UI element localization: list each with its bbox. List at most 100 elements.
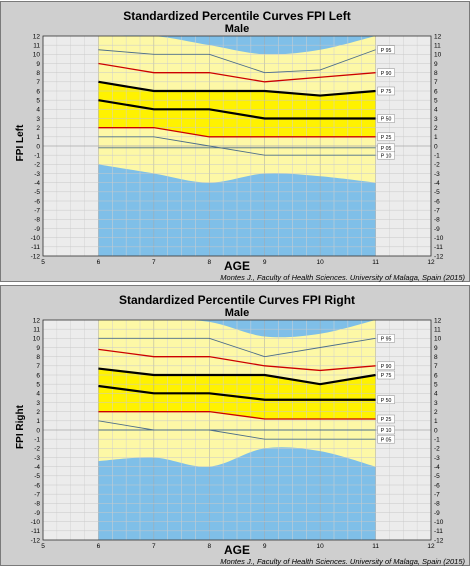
y-tick-label-left: 10 xyxy=(33,52,41,59)
y-tick-label-right: -9 xyxy=(434,226,440,233)
y-tick-label-right: 8 xyxy=(434,70,438,77)
series-label-p-90: P 90 xyxy=(381,71,392,77)
x-tick-label: 9 xyxy=(263,543,267,550)
y-tick-label-right: -11 xyxy=(434,528,443,535)
series-label-p-10: P 10 xyxy=(381,428,392,434)
x-tick-label: 12 xyxy=(427,543,435,550)
series-label-p-50: P 50 xyxy=(381,117,392,123)
y-tick-label-left: -8 xyxy=(34,217,40,224)
series-line-p-75 xyxy=(98,80,376,97)
y-tick-label-right: -1 xyxy=(434,152,440,159)
y-tick-label-right: -10 xyxy=(434,519,444,526)
y-tick-label-right: 0 xyxy=(434,427,438,434)
y-tick-label-left: -7 xyxy=(34,491,40,498)
x-tick-label: 5 xyxy=(41,259,45,266)
series-label-box-p-95 xyxy=(377,334,395,343)
y-tick-label-right: 10 xyxy=(434,52,442,59)
series-label-p-90: P 90 xyxy=(381,364,392,370)
y-tick-label-left: -4 xyxy=(34,464,40,471)
series-label-box-p-90 xyxy=(377,361,395,371)
y-tick-label-left: 11 xyxy=(33,326,40,333)
series-label-p-05: P 05 xyxy=(381,146,392,152)
y-tick-label-right: -12 xyxy=(434,537,444,544)
y-tick-label-left: 2 xyxy=(36,125,40,132)
x-tick-label: 8 xyxy=(207,259,211,266)
y-tick-label-right: -8 xyxy=(434,501,440,508)
y-tick-label-left: -4 xyxy=(34,180,40,187)
series-line-p-75 xyxy=(98,367,376,386)
series-line-p-90 xyxy=(98,348,376,372)
x-tick-label: 12 xyxy=(427,259,435,266)
y-tick-label-left: 0 xyxy=(36,143,40,150)
y-tick-label-right: -6 xyxy=(434,482,440,489)
y-tick-label-left: 6 xyxy=(36,372,40,379)
y-tick-label-right: 4 xyxy=(434,391,438,398)
y-tick-label-right: 12 xyxy=(434,33,442,40)
y-tick-label-right: -6 xyxy=(434,198,440,205)
y-tick-label-right: 4 xyxy=(434,107,438,114)
y-tick-label-left: 6 xyxy=(36,88,40,95)
y-tick-label-left: -3 xyxy=(34,455,40,462)
y-tick-label-left: 8 xyxy=(36,354,40,361)
y-tick-label-left: -12 xyxy=(31,537,41,544)
y-tick-label-left: 0 xyxy=(36,427,40,434)
y-tick-label-right: 6 xyxy=(434,88,438,95)
y-tick-label-right: 5 xyxy=(434,97,438,104)
chart-title: Standardized Percentile Curves FPI Right xyxy=(119,293,355,307)
x-axis-label: AGE xyxy=(224,259,250,273)
series-label-box-p-95 xyxy=(377,45,395,54)
y-tick-label-left: -11 xyxy=(31,244,40,251)
y-tick-label-right: -3 xyxy=(434,455,440,462)
series-label-p-95: P 95 xyxy=(381,337,392,343)
y-tick-label-right: 8 xyxy=(434,354,438,361)
x-tick-label: 6 xyxy=(97,543,101,550)
series-label-p-05: P 05 xyxy=(381,437,392,443)
series-label-box-p-75 xyxy=(377,86,395,96)
series-line-p-95 xyxy=(98,49,376,74)
y-tick-label-right: 1 xyxy=(434,134,438,141)
y-tick-label-left: -9 xyxy=(34,510,40,517)
x-tick-label: 10 xyxy=(317,543,325,550)
y-tick-label-right: 9 xyxy=(434,61,438,68)
x-tick-label: 11 xyxy=(372,259,379,266)
x-tick-label: 5 xyxy=(41,543,45,550)
y-tick-label-left: -7 xyxy=(34,207,40,214)
y-tick-label-left: -11 xyxy=(31,528,40,535)
series-label-box-p-05 xyxy=(377,143,395,153)
y-tick-label-left: 8 xyxy=(36,70,40,77)
series-line-p-05 xyxy=(98,429,376,440)
series-line-p-90 xyxy=(98,62,376,83)
plot-frame xyxy=(42,319,432,541)
y-tick-label-left: 11 xyxy=(33,42,40,49)
chart-title: Standardized Percentile Curves FPI Left xyxy=(123,9,350,23)
y-tick-label-left: 7 xyxy=(36,79,40,86)
y-tick-label-left: 9 xyxy=(36,345,40,352)
series-label-p-10: P 10 xyxy=(381,153,392,159)
y-tick-label-left: -8 xyxy=(34,501,40,508)
chart-panel-right: P 95 P 90 P 75 P 50 P 25 P 10 P 05 -12 -12 -11 -1… xyxy=(0,285,470,566)
y-tick-label-left: 5 xyxy=(36,97,40,104)
series-label-box-p-25 xyxy=(377,132,395,142)
y-tick-label-left: -3 xyxy=(34,171,40,178)
x-tick-label: 6 xyxy=(97,259,101,266)
series-line-p-25 xyxy=(98,411,376,420)
y-tick-label-right: -2 xyxy=(434,446,440,453)
plot-area xyxy=(42,35,432,257)
series-label-box-p-50 xyxy=(377,114,395,123)
x-tick-label: 7 xyxy=(152,543,156,550)
y-tick-label-right: 9 xyxy=(434,345,438,352)
y-tick-label-left: -2 xyxy=(34,162,40,169)
y-tick-label-right: 7 xyxy=(434,363,438,370)
y-tick-label-right: 3 xyxy=(434,116,438,123)
x-tick-label: 7 xyxy=(152,259,156,266)
y-tick-label-right: -11 xyxy=(434,244,443,251)
series-label-p-75: P 75 xyxy=(381,373,392,379)
y-tick-label-right: 2 xyxy=(434,125,438,132)
y-tick-label-left: 3 xyxy=(36,400,40,407)
series-label-box-p-75 xyxy=(377,370,395,380)
y-axis-label: FPI Left xyxy=(15,124,26,161)
y-tick-label-right: -12 xyxy=(434,253,444,260)
y-tick-label-right: -7 xyxy=(434,207,440,214)
y-tick-label-right: -4 xyxy=(434,180,440,187)
series-line-p-50 xyxy=(98,384,376,401)
